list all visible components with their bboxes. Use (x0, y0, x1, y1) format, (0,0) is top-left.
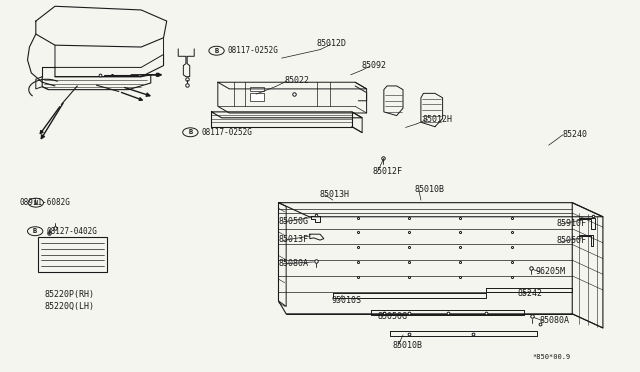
Bar (250, 93, 264, 101)
Text: B: B (33, 228, 37, 234)
Text: *850*00.9: *850*00.9 (532, 354, 570, 360)
Bar (250, 87, 264, 92)
Text: 85012F: 85012F (372, 167, 403, 176)
Text: 85010B: 85010B (392, 341, 422, 350)
Text: 85240: 85240 (563, 129, 588, 139)
Text: 96205M: 96205M (536, 267, 566, 276)
Text: B: B (188, 129, 193, 135)
Text: 85050F: 85050F (556, 236, 586, 246)
Text: 85012H: 85012H (422, 115, 452, 124)
Text: 08117-0252G: 08117-0252G (202, 128, 253, 137)
Text: 85012D: 85012D (317, 39, 347, 48)
Text: 08127-0402G: 08127-0402G (47, 227, 97, 236)
Text: 08117-0252G: 08117-0252G (227, 46, 278, 55)
Text: 85080A: 85080A (278, 259, 308, 267)
Text: 95010S: 95010S (332, 296, 362, 305)
Text: 85013F: 85013F (278, 235, 308, 244)
Text: N: N (34, 200, 38, 206)
Text: 85050G: 85050G (278, 217, 308, 226)
Text: 85080A: 85080A (539, 316, 569, 325)
Text: B: B (214, 48, 219, 54)
Text: 85220Q(LH): 85220Q(LH) (44, 302, 94, 311)
Bar (38, 237, 107, 272)
Text: 85022: 85022 (285, 76, 310, 85)
Text: 08911-6082G: 08911-6082G (20, 198, 71, 207)
Text: 85010B: 85010B (415, 185, 445, 194)
Text: 85242: 85242 (518, 289, 543, 298)
Text: 85092: 85092 (362, 61, 387, 70)
Text: 85013H: 85013H (320, 190, 350, 199)
Text: 85220P(RH): 85220P(RH) (44, 290, 94, 299)
Text: 85050G: 85050G (378, 312, 408, 321)
Text: 85910F: 85910F (556, 219, 586, 228)
